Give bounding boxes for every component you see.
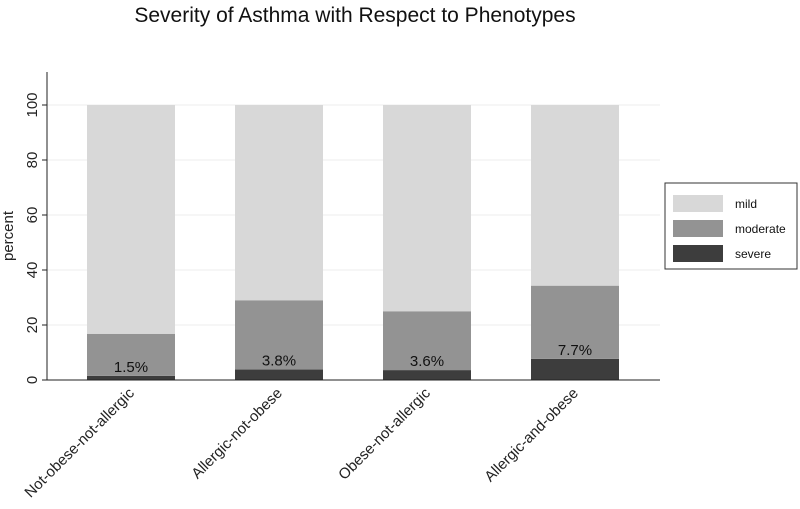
y-tick-label: 20 <box>24 317 41 334</box>
legend-label-moderate: moderate <box>735 222 786 236</box>
data-label: 3.6% <box>410 353 444 370</box>
data-label: 3.8% <box>262 353 296 370</box>
y-tick-labels: 0 20 40 60 80 100 <box>24 92 41 384</box>
legend-swatch-moderate <box>673 220 723 237</box>
x-tick-label: Not-obese-not-allergic <box>21 384 138 501</box>
bar-segment-mild <box>235 105 323 301</box>
bar-segment-moderate <box>235 300 323 370</box>
x-tick-label: Allergic-not-obese <box>188 385 286 483</box>
bar-segment-severe <box>531 358 619 380</box>
y-tick-label: 80 <box>24 152 41 169</box>
data-label: 1.5% <box>114 359 148 376</box>
x-tick-label: Obese-not-allergic <box>335 384 434 483</box>
bar-segment-mild <box>383 105 471 312</box>
legend-swatch-mild <box>673 195 723 212</box>
bar-segment-moderate <box>531 285 619 359</box>
y-axis-label: percent <box>0 210 17 261</box>
bars <box>87 105 619 380</box>
legend: mild moderate severe <box>664 182 798 270</box>
data-label: 7.7% <box>558 342 592 359</box>
chart-title: Severity of Asthma with Respect to Pheno… <box>134 4 576 27</box>
bar-segment-mild <box>531 105 619 286</box>
bar-segment-mild <box>87 105 175 334</box>
x-tick-label: Allergic-and-obese <box>481 385 581 485</box>
y-tick-label: 0 <box>24 376 41 384</box>
bar-segment-moderate <box>383 311 471 371</box>
y-tick-label: 100 <box>24 92 41 117</box>
legend-label-mild: mild <box>735 197 757 211</box>
bar-segment-moderate <box>87 333 175 376</box>
legend-label-severe: severe <box>735 247 771 261</box>
legend-swatch-severe <box>673 245 723 262</box>
y-tick-label: 40 <box>24 262 41 279</box>
bar-segment-severe <box>235 369 323 380</box>
bar-segment-severe <box>383 370 471 380</box>
bar-segment-severe <box>87 375 175 380</box>
data-labels: 1.5% 3.8% 3.6% 7.7% <box>114 342 592 376</box>
y-tick-label: 60 <box>24 207 41 224</box>
axes <box>42 72 660 381</box>
x-tick-labels: Not-obese-not-allergic Allergic-not-obese… <box>21 384 581 501</box>
